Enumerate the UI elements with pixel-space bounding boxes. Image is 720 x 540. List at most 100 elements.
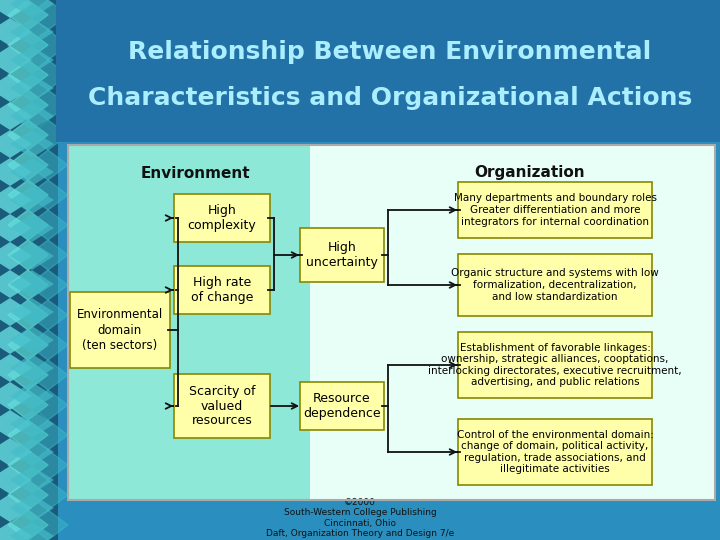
FancyBboxPatch shape	[70, 292, 170, 368]
Polygon shape	[0, 466, 32, 494]
Polygon shape	[28, 420, 68, 450]
Polygon shape	[10, 186, 54, 214]
Polygon shape	[28, 240, 68, 270]
Polygon shape	[8, 510, 48, 540]
Polygon shape	[28, 150, 68, 180]
Polygon shape	[8, 60, 48, 90]
Polygon shape	[10, 270, 54, 298]
Polygon shape	[8, 180, 48, 210]
FancyBboxPatch shape	[174, 374, 270, 438]
Polygon shape	[10, 438, 54, 466]
Polygon shape	[28, 0, 68, 30]
Polygon shape	[8, 150, 48, 180]
Polygon shape	[28, 120, 68, 150]
Polygon shape	[28, 390, 68, 420]
Polygon shape	[0, 242, 32, 270]
Polygon shape	[28, 180, 68, 210]
Polygon shape	[10, 494, 54, 522]
FancyBboxPatch shape	[458, 182, 652, 238]
FancyBboxPatch shape	[174, 266, 270, 314]
Polygon shape	[28, 300, 68, 330]
Text: High
complexity: High complexity	[188, 204, 256, 232]
Polygon shape	[8, 210, 48, 240]
Polygon shape	[28, 510, 68, 540]
Text: Scarcity of
valued
resources: Scarcity of valued resources	[189, 384, 256, 428]
Polygon shape	[0, 326, 32, 354]
Polygon shape	[8, 90, 48, 120]
FancyBboxPatch shape	[68, 145, 310, 500]
Polygon shape	[0, 130, 32, 158]
Polygon shape	[8, 330, 48, 360]
Polygon shape	[10, 466, 54, 494]
Polygon shape	[0, 214, 32, 242]
Text: Resource
dependence: Resource dependence	[303, 392, 381, 420]
Polygon shape	[28, 480, 68, 510]
Polygon shape	[8, 420, 48, 450]
Polygon shape	[10, 522, 54, 540]
Text: Organization: Organization	[474, 165, 585, 180]
Polygon shape	[8, 240, 48, 270]
Polygon shape	[8, 270, 48, 300]
Text: Many departments and boundary roles
Greater differentiation and more
integrators: Many departments and boundary roles Grea…	[454, 193, 657, 227]
Polygon shape	[0, 0, 32, 18]
Polygon shape	[8, 390, 48, 420]
Polygon shape	[0, 410, 32, 438]
Polygon shape	[0, 298, 32, 326]
Polygon shape	[10, 130, 54, 158]
Text: Characteristics and Organizational Actions: Characteristics and Organizational Actio…	[88, 86, 692, 110]
Polygon shape	[10, 382, 54, 410]
FancyBboxPatch shape	[458, 254, 652, 316]
FancyBboxPatch shape	[174, 194, 270, 242]
Polygon shape	[10, 298, 54, 326]
Polygon shape	[0, 186, 32, 214]
Polygon shape	[28, 90, 68, 120]
Text: Control of the environmental domain:
change of domain, political activity,
regul: Control of the environmental domain: cha…	[456, 430, 654, 475]
Polygon shape	[0, 522, 32, 540]
Polygon shape	[10, 410, 54, 438]
FancyBboxPatch shape	[310, 145, 715, 500]
Polygon shape	[10, 18, 54, 46]
Polygon shape	[0, 270, 32, 298]
FancyBboxPatch shape	[0, 0, 58, 540]
Polygon shape	[8, 120, 48, 150]
Polygon shape	[0, 438, 32, 466]
Polygon shape	[10, 0, 54, 18]
Polygon shape	[0, 18, 32, 46]
Polygon shape	[28, 330, 68, 360]
Text: Establishment of favorable linkages:
ownership, strategic alliances, cooptations: Establishment of favorable linkages: own…	[428, 342, 682, 387]
Polygon shape	[10, 354, 54, 382]
Polygon shape	[0, 74, 32, 102]
Polygon shape	[8, 360, 48, 390]
FancyBboxPatch shape	[56, 0, 720, 142]
Text: Relationship Between Environmental: Relationship Between Environmental	[128, 40, 652, 64]
Polygon shape	[28, 210, 68, 240]
Text: Environmental
domain
(ten sectors): Environmental domain (ten sectors)	[77, 308, 163, 352]
FancyBboxPatch shape	[300, 382, 384, 430]
Polygon shape	[28, 30, 68, 60]
FancyBboxPatch shape	[68, 145, 715, 500]
Polygon shape	[28, 60, 68, 90]
Polygon shape	[10, 326, 54, 354]
Polygon shape	[0, 158, 32, 186]
Polygon shape	[0, 46, 32, 74]
Polygon shape	[28, 360, 68, 390]
Polygon shape	[8, 300, 48, 330]
Text: Organic structure and systems with low
formalization, decentralization,
and low : Organic structure and systems with low f…	[451, 268, 659, 302]
Polygon shape	[8, 30, 48, 60]
Polygon shape	[8, 480, 48, 510]
Polygon shape	[28, 270, 68, 300]
Polygon shape	[10, 214, 54, 242]
Text: ©2000
South-Western College Publishing
Cincinnati, Ohio
Daft, Organization Theor: ©2000 South-Western College Publishing C…	[266, 498, 454, 538]
Polygon shape	[8, 450, 48, 480]
Polygon shape	[0, 494, 32, 522]
Polygon shape	[10, 242, 54, 270]
Polygon shape	[10, 46, 54, 74]
Polygon shape	[10, 74, 54, 102]
FancyBboxPatch shape	[300, 228, 384, 282]
Polygon shape	[0, 102, 32, 130]
Polygon shape	[10, 158, 54, 186]
Polygon shape	[0, 354, 32, 382]
Polygon shape	[10, 102, 54, 130]
Text: Environment: Environment	[140, 165, 250, 180]
FancyBboxPatch shape	[458, 419, 652, 485]
